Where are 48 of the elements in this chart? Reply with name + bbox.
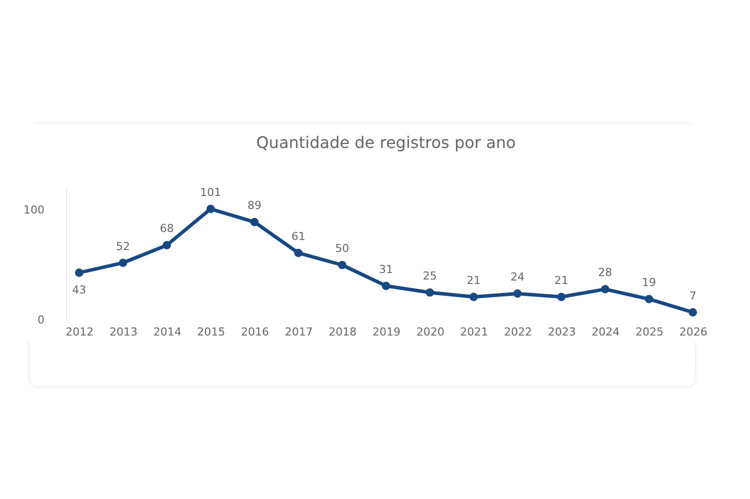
data-label: 43 (72, 284, 86, 297)
x-tick-label: 2017 (284, 326, 313, 338)
chart-title: Quantidade de registros por ano (256, 132, 516, 152)
point (118, 258, 128, 267)
y-tick-label: 100 (24, 204, 44, 216)
x-tick-label: 2018 (328, 326, 357, 338)
point (469, 292, 478, 302)
x-tick-label: 2012 (66, 326, 94, 338)
x-tick-label: 2020 (416, 326, 444, 338)
data-label: 7 (689, 289, 696, 302)
y-tick-label: 0 (38, 314, 44, 326)
data-label: 50 (335, 242, 350, 255)
data-label: 19 (642, 276, 656, 290)
x-tick-label: 2013 (109, 326, 138, 338)
x-tick-label: 2024 (592, 326, 620, 338)
point (206, 204, 215, 214)
point (250, 218, 259, 226)
point (600, 285, 610, 294)
x-tick-label: 2015 (197, 326, 226, 338)
point (513, 289, 522, 298)
data-label: 28 (598, 266, 612, 280)
point (382, 282, 390, 290)
point (557, 292, 566, 302)
x-tick-label: 2023 (548, 326, 576, 338)
data-label: 52 (116, 240, 130, 253)
data-label: 24 (510, 270, 525, 284)
x-tick-label: 2026 (679, 326, 708, 338)
data-label: 25 (422, 270, 437, 282)
data-label: 21 (466, 274, 481, 287)
point (688, 308, 698, 316)
x-tick-label: 2025 (636, 326, 664, 338)
point (74, 268, 84, 277)
x-tick-label: 2019 (372, 326, 400, 338)
data-label: 21 (554, 274, 568, 287)
data-label: 89 (247, 199, 262, 212)
data-label: 101 (200, 186, 222, 199)
data-label: 61 (291, 230, 306, 243)
data-label: 31 (379, 262, 393, 276)
x-tick-label: 2016 (240, 326, 269, 338)
point (426, 288, 434, 297)
x-tick-label: 2022 (504, 326, 532, 338)
point (338, 260, 346, 270)
point (162, 241, 172, 250)
point (294, 248, 303, 258)
x-tick-label: 2021 (460, 326, 488, 338)
data-label: 68 (160, 222, 174, 236)
point (644, 294, 654, 304)
x-tick-label: 2014 (153, 326, 182, 338)
